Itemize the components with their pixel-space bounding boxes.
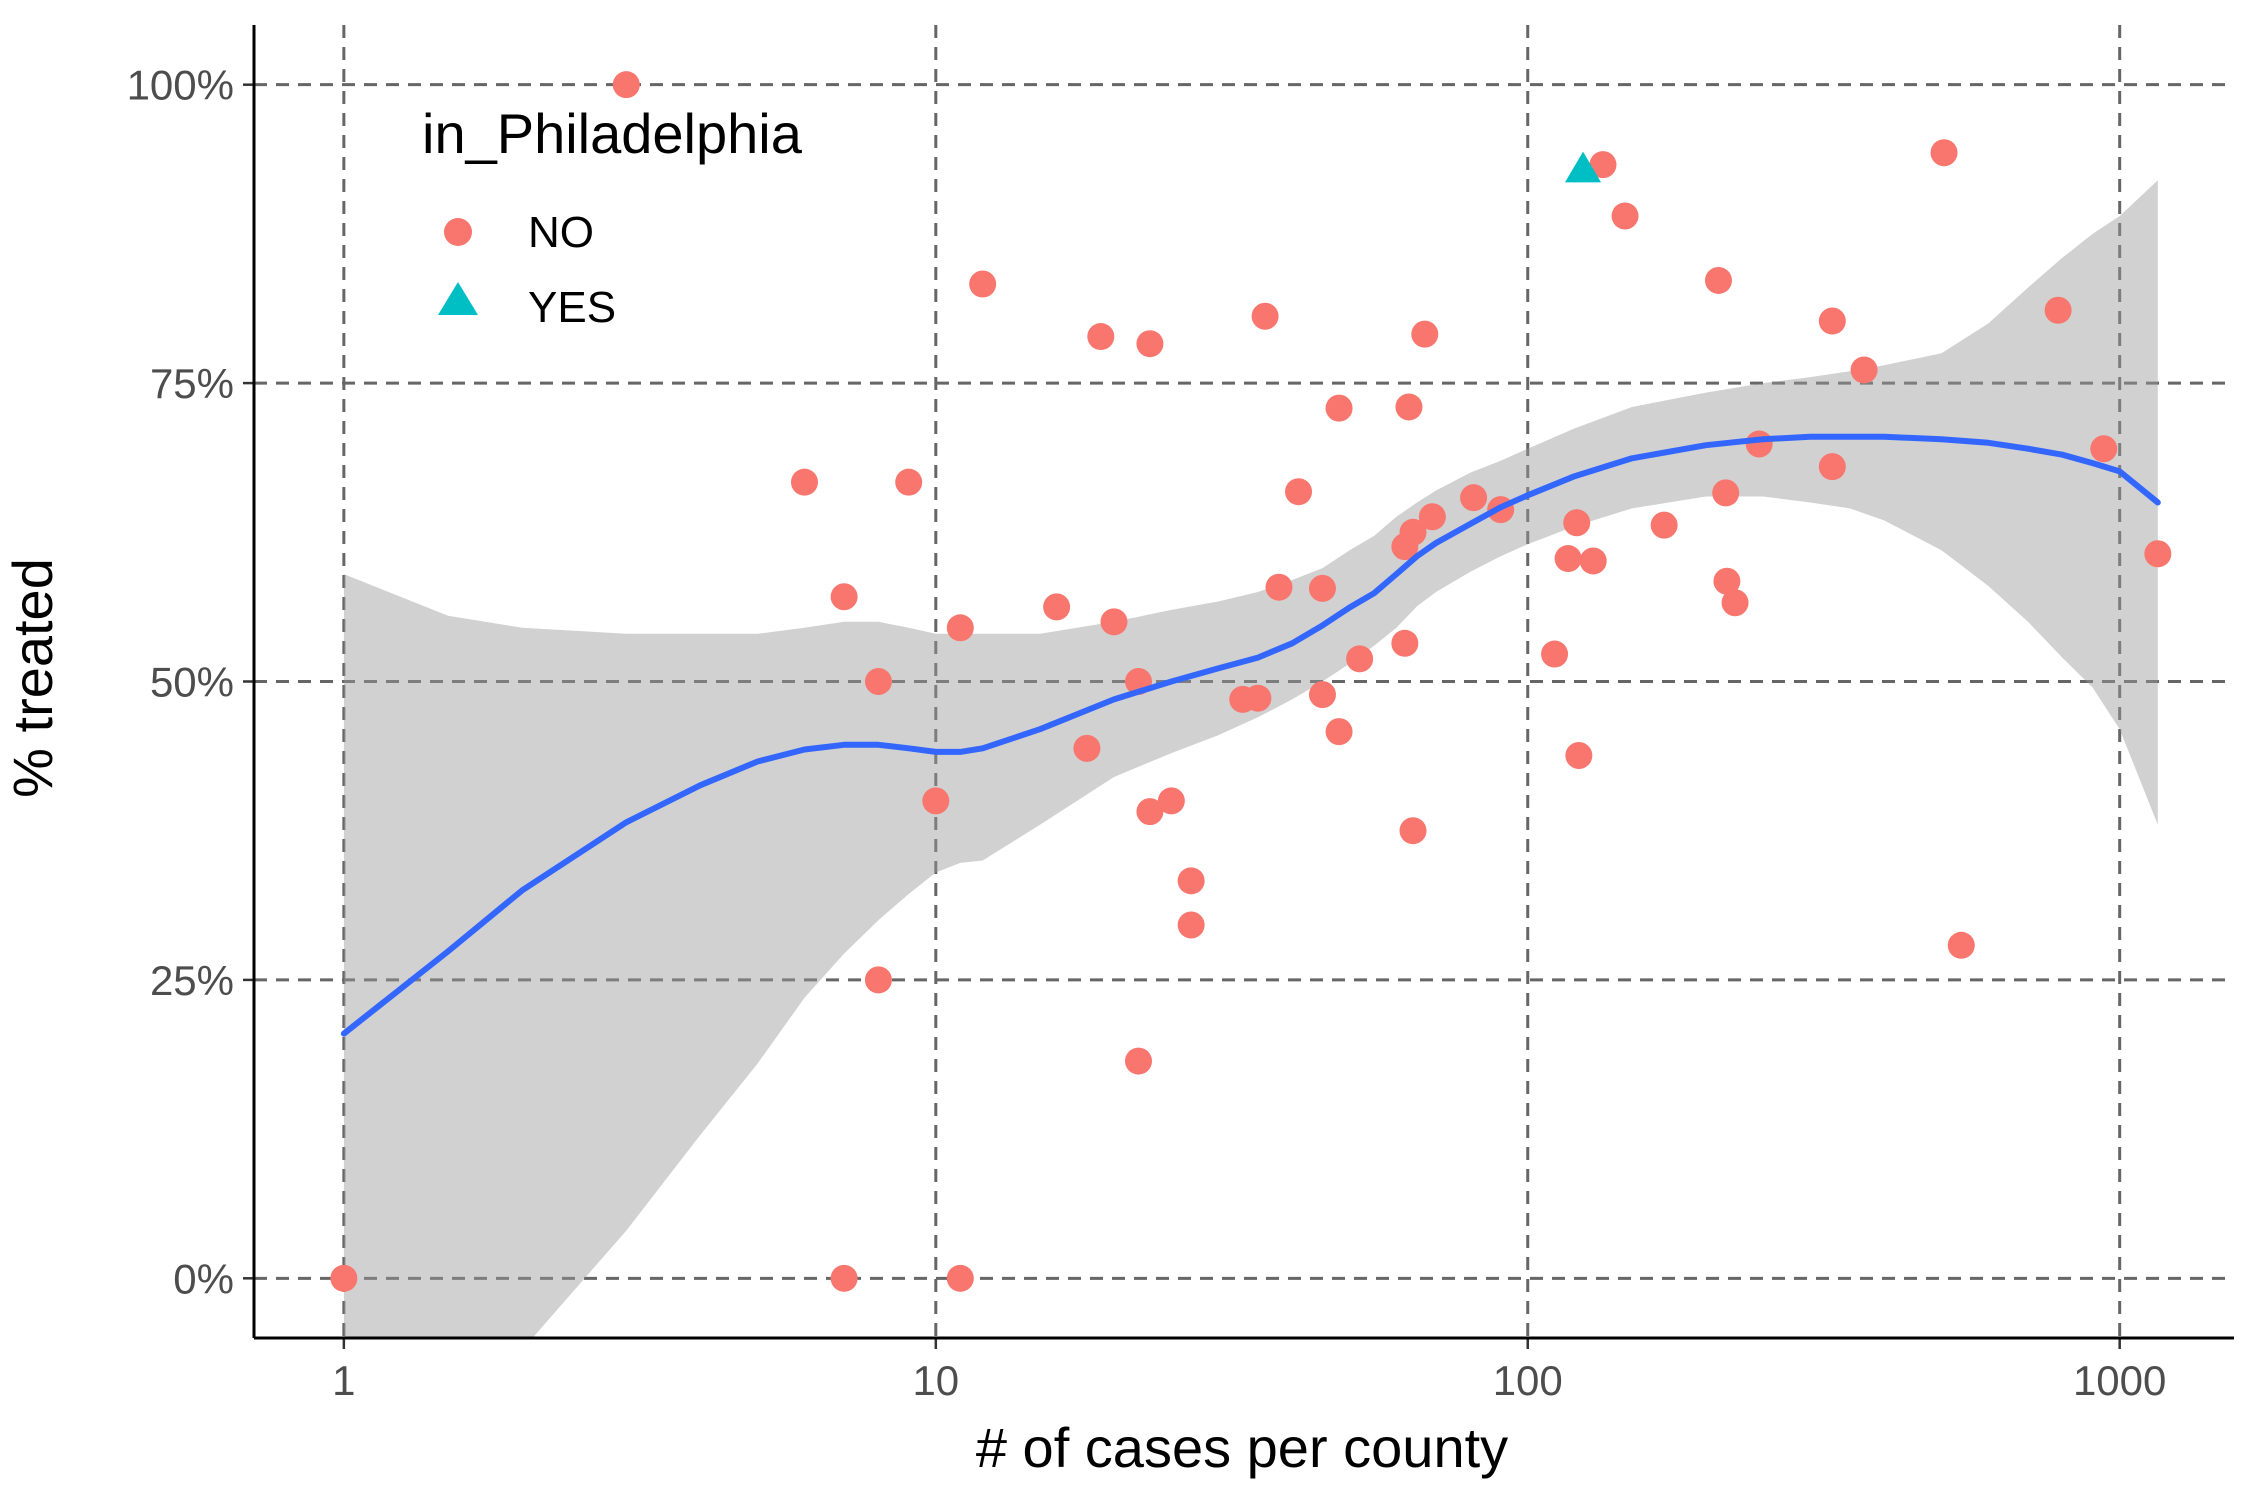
x-tick-label: 10 [912, 1357, 959, 1404]
data-point-no [1157, 787, 1185, 815]
smooth-line [340, 433, 2161, 1037]
data-point-no [1391, 629, 1419, 657]
x-tick-label: 1 [332, 1357, 355, 1404]
data-point-no [1395, 393, 1423, 421]
data-point-no [2044, 296, 2072, 324]
data-point-no [1818, 453, 1846, 481]
data-point-no [1947, 931, 1975, 959]
grid [254, 25, 2234, 1338]
tick-labels: 1 10 100 1000 0% 25% 50% 75% 100% [127, 62, 2167, 1404]
data-point-no [1087, 323, 1115, 351]
data-point-no [1930, 139, 1958, 167]
confidence-band [343, 180, 2158, 1338]
data-point-no [1308, 574, 1336, 602]
data-points [330, 71, 2172, 1292]
data-point-no [1704, 266, 1732, 294]
data-point-no [1579, 547, 1607, 575]
data-point-no [1850, 356, 1878, 384]
data-point-no [1244, 684, 1272, 712]
x-tick-label: 1000 [2073, 1357, 2166, 1404]
data-point-no [1745, 430, 1773, 458]
data-point-no [1136, 798, 1164, 826]
legend-key-no [444, 218, 472, 246]
data-point-no [1563, 509, 1591, 537]
data-point-no [1712, 479, 1740, 507]
data-point-no [895, 468, 923, 496]
data-point-no [946, 614, 974, 642]
data-point-no [612, 71, 640, 99]
y-tick-label: 25% [150, 957, 234, 1004]
data-point-no [1136, 330, 1164, 358]
data-point-no [830, 583, 858, 611]
data-point-no [1589, 151, 1617, 179]
data-point-no [2144, 540, 2172, 568]
data-point-no [2090, 435, 2118, 463]
legend: in_Philadelphia NO YES [422, 102, 803, 332]
data-point-no [1265, 573, 1293, 601]
y-axis-title: % treated [1, 558, 64, 798]
data-point-yes [1564, 151, 1602, 183]
data-point-no [1721, 589, 1749, 617]
confidence-band-area [343, 180, 2158, 1338]
y-tick-label: 100% [127, 62, 234, 109]
data-point-no [1554, 545, 1582, 573]
data-point-no [1325, 394, 1353, 422]
data-point-no [1411, 320, 1439, 348]
data-point-no [864, 966, 892, 994]
data-point-no [790, 468, 818, 496]
data-point-no [864, 668, 892, 695]
data-point-no [1251, 302, 1279, 330]
y-tick-label: 50% [150, 659, 234, 706]
data-point-no [969, 270, 997, 298]
x-tick-label: 100 [1493, 1357, 1563, 1404]
data-point-no [1818, 307, 1846, 335]
data-point-no [1177, 911, 1205, 939]
data-point-no [830, 1264, 858, 1292]
data-point-no [1565, 742, 1593, 770]
data-point-no [1418, 503, 1446, 531]
y-tick-label: 75% [150, 360, 234, 407]
axes [243, 25, 2234, 1349]
data-point-no [1650, 511, 1678, 539]
data-point-no [330, 1264, 358, 1292]
data-point-no [1308, 681, 1336, 709]
data-point-no [1073, 734, 1101, 762]
data-point-no [922, 787, 950, 815]
legend-title: in_Philadelphia [422, 102, 803, 165]
data-point-no [1541, 640, 1569, 668]
x-axis-title: # of cases per county [976, 1416, 1508, 1479]
legend-label-yes: YES [528, 283, 616, 332]
data-point-no [1325, 718, 1353, 746]
data-point-no [1611, 202, 1639, 230]
data-point-no [1285, 478, 1313, 506]
data-point-no [1399, 817, 1427, 845]
legend-key-yes [438, 282, 478, 315]
data-point-no [1177, 867, 1205, 895]
data-point-no [1346, 645, 1374, 673]
data-point-no [1124, 1047, 1152, 1075]
data-point-no [1460, 484, 1488, 512]
legend-label-no: NO [528, 208, 594, 257]
data-point-no [1043, 593, 1071, 621]
data-point-no [946, 1264, 974, 1292]
data-point-no [1713, 567, 1741, 595]
data-point-no [1399, 518, 1427, 546]
y-tick-label: 0% [173, 1255, 234, 1302]
data-point-no [1100, 608, 1128, 636]
smooth-fit-line [340, 433, 2161, 1037]
